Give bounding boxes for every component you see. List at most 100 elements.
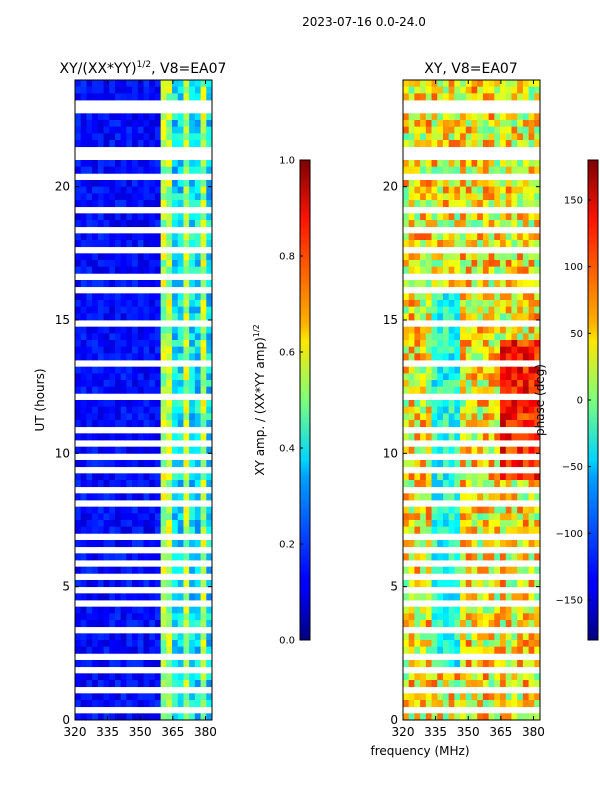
heatmap-cell	[460, 180, 467, 188]
heatmap-cell	[126, 120, 133, 128]
heatmap-cell	[97, 640, 104, 648]
heatmap-cell	[505, 133, 512, 141]
heatmap-cell	[172, 540, 179, 548]
heatmap-cell	[494, 326, 501, 334]
heatmap-cell	[172, 333, 179, 341]
heatmap-cell	[477, 580, 484, 588]
heatmap-cell	[160, 260, 167, 268]
heatmap-cell	[137, 86, 144, 94]
heatmap-cell	[86, 260, 93, 268]
heatmap-cell	[109, 713, 116, 720]
heatmap-cell	[403, 373, 410, 381]
heatmap-cell	[482, 673, 490, 681]
heatmap-cell	[465, 553, 472, 561]
heatmap-cell	[177, 80, 184, 88]
heatmap-cell	[92, 693, 99, 701]
heatmap-cell	[500, 306, 507, 314]
heatmap-cell	[420, 220, 427, 228]
heatmap-cell	[494, 253, 501, 261]
heatmap-cell	[149, 253, 156, 261]
heatmap-cell	[183, 333, 190, 341]
heatmap-cell	[86, 693, 93, 701]
heatmap-cell	[172, 660, 179, 668]
heatmap-cell	[414, 613, 421, 621]
heatmap-cell	[477, 280, 484, 288]
heatmap-cell	[97, 340, 104, 348]
heatmap-cell	[80, 513, 87, 521]
heatmap-cell	[120, 133, 127, 141]
heatmap-cell	[500, 166, 507, 174]
heatmap-cell	[425, 446, 432, 454]
heatmap-cell	[206, 293, 212, 301]
heatmap-cell	[454, 673, 461, 681]
heatmap-cell	[189, 313, 196, 321]
heatmap-cell	[194, 306, 201, 314]
heatmap-cell	[528, 433, 535, 441]
heatmap-cell	[517, 113, 524, 121]
heatmap-cell	[465, 580, 472, 588]
heatmap-cell	[183, 506, 190, 514]
heatmap-cell	[160, 660, 167, 668]
heatmap-cell	[420, 266, 427, 274]
heatmap-cell	[109, 593, 116, 601]
colorbar-tick-label: 0.8	[279, 252, 295, 263]
heatmap-cell	[206, 420, 212, 428]
heatmap-cell	[109, 493, 116, 501]
heatmap-cell	[488, 620, 495, 628]
heatmap-cell	[448, 480, 455, 488]
heatmap-cell	[143, 373, 150, 381]
heatmap-cell	[437, 540, 444, 548]
heatmap-cell	[189, 580, 196, 588]
heatmap-cell	[177, 493, 184, 501]
heatmap-cell	[534, 160, 540, 168]
heatmap-cell	[511, 606, 518, 614]
heatmap-cell	[522, 580, 529, 588]
heatmap-cell	[471, 140, 478, 148]
heatmap-cell	[97, 140, 104, 148]
heatmap-cell	[465, 346, 472, 354]
heatmap-cell	[442, 340, 450, 348]
heatmap-cell	[132, 80, 139, 88]
heatmap-cell	[172, 633, 179, 641]
heatmap-cell	[114, 693, 122, 701]
heatmap-cell	[200, 660, 207, 668]
heatmap-cell	[126, 420, 133, 428]
heatmap-cell	[80, 260, 87, 268]
heatmap-cell	[425, 180, 432, 188]
heatmap-cell	[92, 646, 99, 654]
heatmap-cell	[460, 240, 467, 248]
heatmap-cell	[206, 140, 212, 148]
heatmap-cell	[420, 140, 427, 148]
heatmap-cell	[471, 473, 478, 481]
heatmap-cell	[149, 340, 156, 348]
heatmap-cell	[109, 386, 116, 394]
heatmap-cell	[477, 680, 484, 688]
heatmap-cell	[166, 413, 173, 421]
heatmap-cell	[75, 566, 82, 574]
heatmap-cell	[92, 473, 99, 481]
heatmap-cell	[408, 253, 415, 261]
heatmap-cell	[183, 80, 190, 88]
heatmap-cell	[408, 520, 415, 528]
heatmap-cell	[494, 646, 501, 654]
heatmap-cell	[183, 326, 190, 334]
heatmap-cell	[189, 220, 196, 228]
heatmap-cell	[189, 553, 196, 561]
heatmap-cell	[522, 593, 529, 601]
heatmap-cell	[86, 366, 93, 374]
heatmap-cell	[143, 446, 150, 454]
heatmap-cell	[177, 200, 184, 208]
heatmap-cell	[522, 493, 529, 501]
heatmap-cell	[183, 240, 190, 248]
heatmap-cell	[420, 240, 427, 248]
heatmap-cell	[149, 673, 156, 681]
heatmap-cell	[403, 186, 410, 194]
heatmap-cell	[194, 353, 201, 361]
heatmap-cell	[454, 220, 461, 228]
heatmap-cell	[189, 713, 196, 720]
heatmap-cell	[80, 693, 87, 701]
heatmap-cell	[194, 606, 201, 614]
heatmap-cell	[132, 86, 139, 94]
heatmap-cell	[206, 193, 212, 201]
heatmap-cell	[137, 253, 144, 261]
